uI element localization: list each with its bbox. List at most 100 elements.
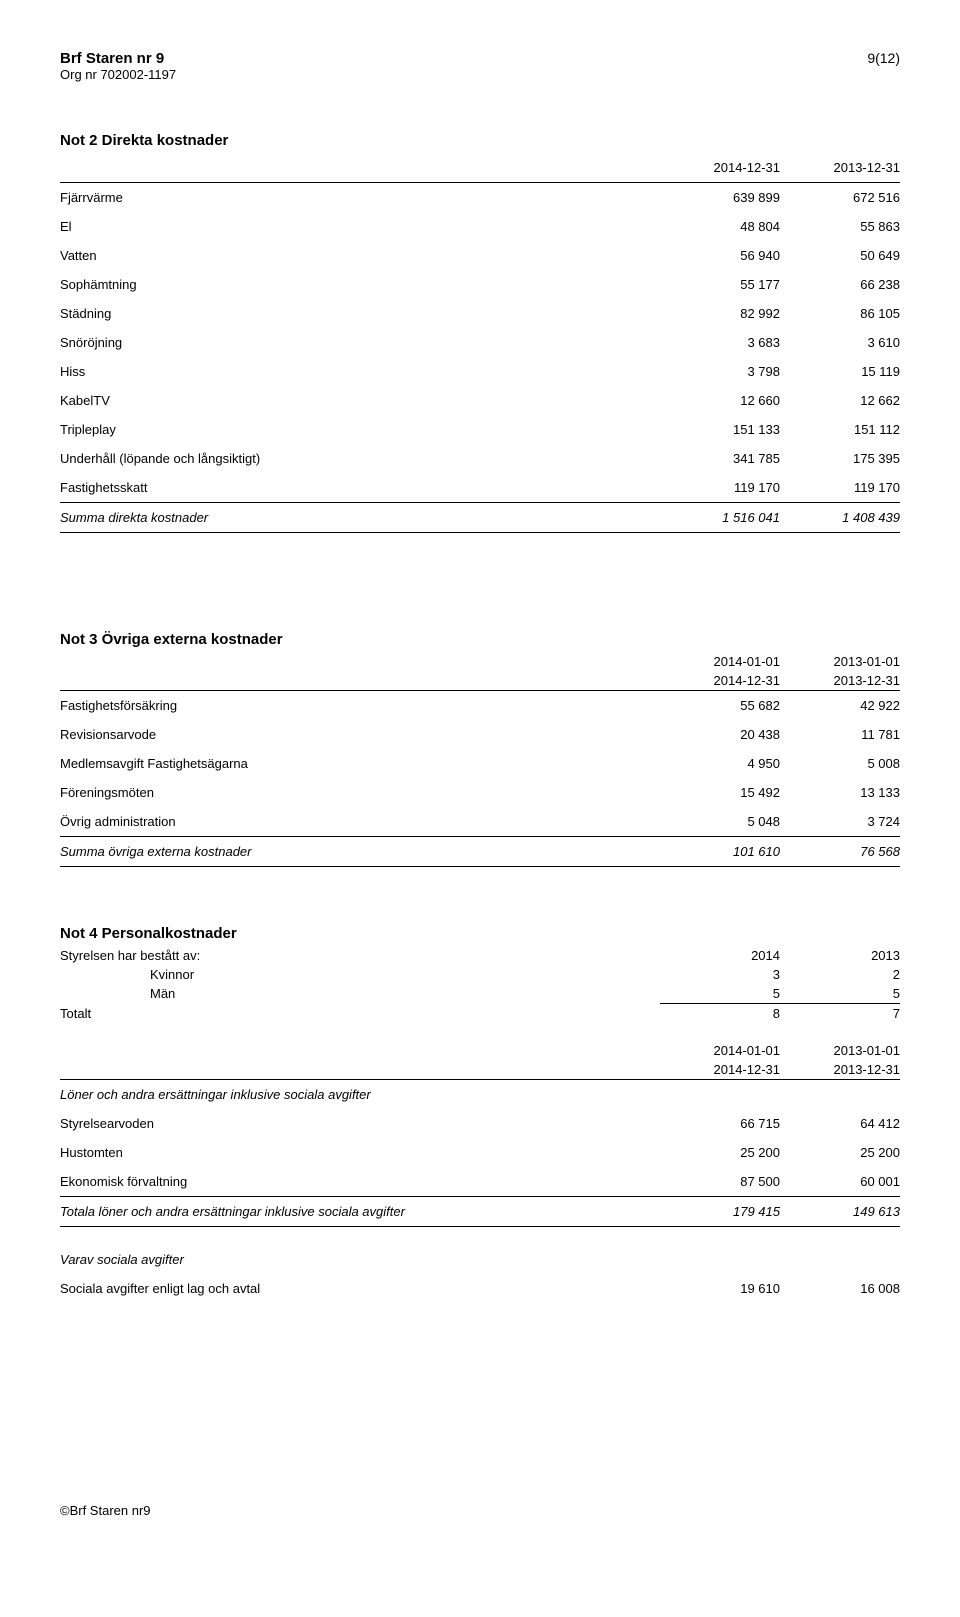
row-label: Fastighetsförsäkring xyxy=(60,691,660,721)
sum-row: Summa övriga externa kostnader101 61076 … xyxy=(60,837,900,867)
row-value: 119 170 xyxy=(780,473,900,503)
footer: ©Brf Staren nr9 xyxy=(60,1503,900,1518)
row-value: 341 785 xyxy=(660,444,780,473)
table-row: KabelTV12 66012 662 xyxy=(60,386,900,415)
row-label: Övrig administration xyxy=(60,807,660,837)
row-value: 64 412 xyxy=(780,1109,900,1138)
col-header: 2013-01-01 xyxy=(780,1041,900,1060)
row-value: 119 170 xyxy=(660,473,780,503)
table-row: Styrelsearvoden66 71564 412 xyxy=(60,1109,900,1138)
row-value: 3 798 xyxy=(660,357,780,386)
table-row: Ekonomisk förvaltning87 50060 001 xyxy=(60,1167,900,1197)
row-value: 60 001 xyxy=(780,1167,900,1197)
table-row: Föreningsmöten15 49213 133 xyxy=(60,778,900,807)
row-value: 175 395 xyxy=(780,444,900,473)
doc-title: Brf Staren nr 9 xyxy=(60,50,164,67)
table-row: Tripleplay151 133151 112 xyxy=(60,415,900,444)
not3-title: Not 3 Övriga externa kostnader xyxy=(60,631,900,648)
row-label: Föreningsmöten xyxy=(60,778,660,807)
row-value: 82 992 xyxy=(660,299,780,328)
not3-table: 2014-01-012013-01-01 2014-12-312013-12-3… xyxy=(60,652,900,867)
table-row: Övrig administration5 0483 724 xyxy=(60,807,900,837)
org-number: Org nr 702002-1197 xyxy=(60,67,900,82)
table-row: Städning82 99286 105 xyxy=(60,299,900,328)
loner-heading: Löner och andra ersättningar inklusive s… xyxy=(60,1080,900,1110)
page-header: Brf Staren nr 9 9(12) xyxy=(60,50,900,67)
sum-value: 179 415 xyxy=(660,1197,780,1227)
row-value: 25 200 xyxy=(780,1138,900,1167)
sum-label: Summa direkta kostnader xyxy=(60,503,660,533)
not2-table: 2014-12-31 2013-12-31 Fjärrvärme639 8996… xyxy=(60,153,900,533)
row-label: Hustomten xyxy=(60,1138,660,1167)
table-row: El48 80455 863 xyxy=(60,212,900,241)
col-header: 2014-12-31 xyxy=(660,671,780,691)
not4-title: Not 4 Personalkostnader xyxy=(60,925,900,942)
row-value: 639 899 xyxy=(660,183,780,213)
sum-value: 149 613 xyxy=(780,1197,900,1227)
row-value: 20 438 xyxy=(660,720,780,749)
sum-value: 1 408 439 xyxy=(780,503,900,533)
row-label: Revisionsarvode xyxy=(60,720,660,749)
varav-heading: Varav sociala avgifter xyxy=(60,1245,900,1274)
row-value: 8 xyxy=(660,1004,780,1024)
row-value: 672 516 xyxy=(780,183,900,213)
table-row: Kvinnor32 xyxy=(60,965,900,984)
row-value: 12 660 xyxy=(660,386,780,415)
table-row: Fjärrvärme639 899672 516 xyxy=(60,183,900,213)
row-value: 55 682 xyxy=(660,691,780,721)
row-value: 12 662 xyxy=(780,386,900,415)
col-header: 2013-12-31 xyxy=(780,153,900,183)
row-label: Medlemsavgift Fastighetsägarna xyxy=(60,749,660,778)
row-value: 13 133 xyxy=(780,778,900,807)
varav-label: Varav sociala avgifter xyxy=(60,1245,900,1274)
table-row: Fastighetsförsäkring55 68242 922 xyxy=(60,691,900,721)
table-row: Sophämtning55 17766 238 xyxy=(60,270,900,299)
row-value: 5 xyxy=(660,984,780,1004)
row-value: 55 863 xyxy=(780,212,900,241)
row-label: Underhåll (löpande och långsiktigt) xyxy=(60,444,660,473)
col-header: 2014-12-31 xyxy=(660,153,780,183)
row-label: Män xyxy=(60,984,660,1004)
row-value: 15 119 xyxy=(780,357,900,386)
row-label: Kvinnor xyxy=(60,965,660,984)
page-number: 9(12) xyxy=(867,50,900,67)
row-label: Städning xyxy=(60,299,660,328)
sum-value: 76 568 xyxy=(780,837,900,867)
row-value: 50 649 xyxy=(780,241,900,270)
col-header: 2014-01-01 xyxy=(660,652,780,671)
row-label: Fjärrvärme xyxy=(60,183,660,213)
loner-label: Löner och andra ersättningar inklusive s… xyxy=(60,1080,900,1110)
table-row: Medlemsavgift Fastighetsägarna4 9505 008 xyxy=(60,749,900,778)
row-value: 42 922 xyxy=(780,691,900,721)
totalt-row: Totalt87 xyxy=(60,1004,900,1024)
table-row: Hustomten25 20025 200 xyxy=(60,1138,900,1167)
row-value: 66 715 xyxy=(660,1109,780,1138)
not4-loner-table: 2014-01-012013-01-01 2014-12-312013-12-3… xyxy=(60,1041,900,1227)
col-header: 2013-12-31 xyxy=(780,671,900,691)
row-value: 25 200 xyxy=(660,1138,780,1167)
row-value: 3 610 xyxy=(780,328,900,357)
row-label: KabelTV xyxy=(60,386,660,415)
sum-value: 1 516 041 xyxy=(660,503,780,533)
row-label: Totalt xyxy=(60,1004,660,1024)
col-header: 2013-01-01 xyxy=(780,652,900,671)
row-value: 19 610 xyxy=(660,1274,780,1303)
row-value: 87 500 xyxy=(660,1167,780,1197)
row-value: 7 xyxy=(780,1004,900,1024)
row-label: Snöröjning xyxy=(60,328,660,357)
row-label: Sociala avgifter enligt lag och avtal xyxy=(60,1274,660,1303)
col-header: 2013-12-31 xyxy=(780,1060,900,1080)
row-value: 56 940 xyxy=(660,241,780,270)
sum-row: Summa direkta kostnader1 516 0411 408 43… xyxy=(60,503,900,533)
row-value: 4 950 xyxy=(660,749,780,778)
sum-label: Totala löner och andra ersättningar inkl… xyxy=(60,1197,660,1227)
table-row: Revisionsarvode20 43811 781 xyxy=(60,720,900,749)
row-label: Vatten xyxy=(60,241,660,270)
table-row: Hiss3 79815 119 xyxy=(60,357,900,386)
sum-row: Totala löner och andra ersättningar inkl… xyxy=(60,1197,900,1227)
row-label: Ekonomisk förvaltning xyxy=(60,1167,660,1197)
row-label: El xyxy=(60,212,660,241)
row-value: 2 xyxy=(780,965,900,984)
row-value: 3 683 xyxy=(660,328,780,357)
table-row: Fastighetsskatt119 170119 170 xyxy=(60,473,900,503)
